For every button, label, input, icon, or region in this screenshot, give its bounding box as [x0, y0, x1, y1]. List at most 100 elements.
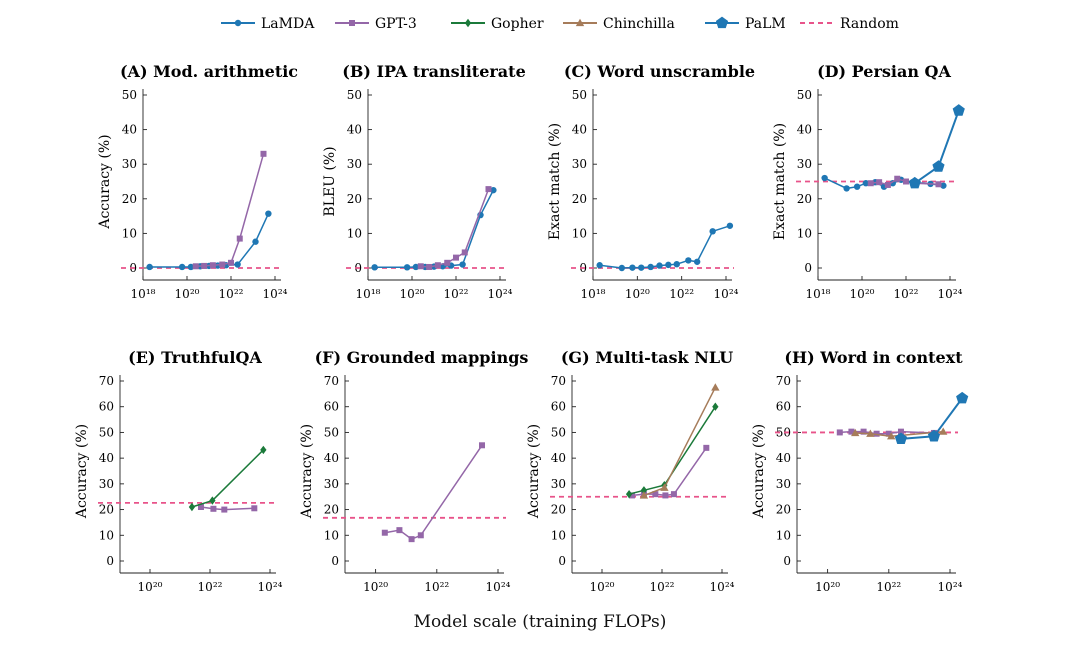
- x-tick-label: 10²⁴: [258, 580, 283, 594]
- data-point: [260, 445, 267, 455]
- y-tick-label: 10: [122, 226, 137, 240]
- y-tick-label: 20: [122, 192, 137, 206]
- y-tick-label: 10: [99, 528, 114, 542]
- legend-label: Gopher: [491, 16, 544, 32]
- data-point: [192, 263, 199, 270]
- panel-title: (H) Word in context: [784, 348, 963, 367]
- data-point: [693, 258, 701, 265]
- data-point: [403, 264, 411, 271]
- legend-entry-lamda: LaMDA: [221, 16, 315, 32]
- panel-title: (E) TruthfulQA: [128, 348, 262, 367]
- data-point: [188, 502, 196, 512]
- legend-label: LaMDA: [261, 16, 315, 32]
- data-point: [656, 262, 663, 269]
- y-tick-label: 40: [122, 123, 137, 137]
- legend-label: PaLM: [745, 16, 786, 32]
- y-tick-label: 50: [99, 425, 114, 439]
- y-tick-label: 30: [551, 477, 566, 491]
- y-tick-label: 20: [324, 503, 339, 517]
- legend-label: Chinchilla: [603, 16, 675, 32]
- y-tick-label: 20: [99, 503, 114, 517]
- data-point: [618, 264, 626, 272]
- data-point: [412, 263, 420, 271]
- x-tick-label: 10²⁰: [175, 287, 200, 301]
- legend-entry-gopher: Gopher: [451, 16, 544, 32]
- series-line: [628, 406, 716, 495]
- data-point: [860, 428, 867, 435]
- x-tick-label: 10²⁴: [938, 287, 963, 301]
- panel-title: (F) Grounded mappings: [315, 348, 529, 367]
- y-axis-label: Accuracy (%): [526, 424, 542, 519]
- y-tick-label: 30: [122, 157, 137, 171]
- series-line: [191, 449, 264, 508]
- x-tick-label: 10²⁴: [486, 580, 511, 594]
- x-tick-label: 10²²: [219, 287, 244, 301]
- data-point: [629, 264, 636, 271]
- panel-title: (B) IPA transliterate: [342, 62, 526, 81]
- panel-e: (E) TruthfulQA 0 10 20 30 40 50 60 70 10²⁰ 10²² 10²…: [74, 348, 283, 594]
- x-tick-label: 10²²: [444, 287, 469, 301]
- data-point: [434, 262, 441, 269]
- y-tick-label: 20: [776, 503, 791, 517]
- data-point: [940, 182, 947, 189]
- y-axis-label: Exact match (%): [547, 123, 563, 240]
- panel-f: (F) Grounded mappings 0 10 20 30 40 50 60 70 10²⁰…: [299, 348, 528, 594]
- series-line: [200, 506, 255, 511]
- y-tick-label: 30: [797, 157, 812, 171]
- x-tick-label: 10²⁰: [850, 287, 875, 301]
- y-tick-label: 20: [797, 192, 812, 206]
- data-point: [485, 186, 492, 193]
- x-tick-label: 10²⁴: [263, 287, 288, 301]
- data-point: [673, 260, 680, 268]
- data-point: [426, 263, 433, 270]
- data-point: [209, 496, 216, 505]
- y-tick-label: 0: [558, 554, 566, 568]
- legend-label: Random: [840, 16, 899, 32]
- y-tick-label: 10: [797, 226, 812, 240]
- data-point: [453, 254, 459, 261]
- data-point: [201, 262, 208, 269]
- data-point: [417, 532, 424, 539]
- x-tick-label: 10¹⁸: [581, 287, 606, 301]
- data-point: [897, 428, 904, 435]
- data-point: [927, 429, 941, 442]
- series-gpt-3: [192, 150, 267, 270]
- data-point: [660, 483, 669, 491]
- data-point: [638, 264, 645, 271]
- y-tick-label: 40: [797, 123, 812, 137]
- y-axis-label: Accuracy (%): [751, 424, 767, 519]
- data-point: [885, 430, 892, 437]
- data-point: [444, 259, 451, 266]
- data-point: [236, 235, 243, 242]
- legend-label: GPT-3: [375, 16, 417, 32]
- x-tick-label: 10²⁰: [363, 580, 388, 594]
- y-tick-label: 10: [776, 528, 791, 542]
- legend-entry-chinchilla: Chinchilla: [563, 16, 675, 32]
- data-point: [408, 536, 415, 543]
- y-tick-label: 40: [324, 451, 339, 465]
- y-axis-label: BLEU (%): [322, 146, 338, 216]
- global-x-axis-label: Model scale (training FLOPs): [413, 612, 667, 632]
- series-lamda: [596, 222, 734, 272]
- data-point: [221, 506, 228, 513]
- y-tick-label: 0: [331, 554, 339, 568]
- x-tick-label: 10²²: [669, 287, 694, 301]
- y-tick-label: 10: [324, 528, 339, 542]
- legend-entry-palm: PaLM: [705, 16, 786, 32]
- data-point: [459, 261, 466, 268]
- data-point: [836, 429, 843, 436]
- data-point: [712, 402, 719, 411]
- y-tick-label: 60: [551, 400, 566, 414]
- data-point: [265, 210, 272, 217]
- y-tick-label: 50: [797, 88, 812, 102]
- series-chinchilla: [851, 427, 948, 440]
- data-point: [884, 181, 891, 188]
- data-point: [867, 180, 874, 187]
- data-point: [894, 175, 901, 182]
- data-point: [866, 429, 875, 437]
- series-gopher: [188, 445, 267, 512]
- y-tick-label: 50: [324, 425, 339, 439]
- legend-marker: [234, 19, 242, 27]
- y-tick-label: 50: [572, 88, 587, 102]
- y-tick-label: 40: [572, 123, 587, 137]
